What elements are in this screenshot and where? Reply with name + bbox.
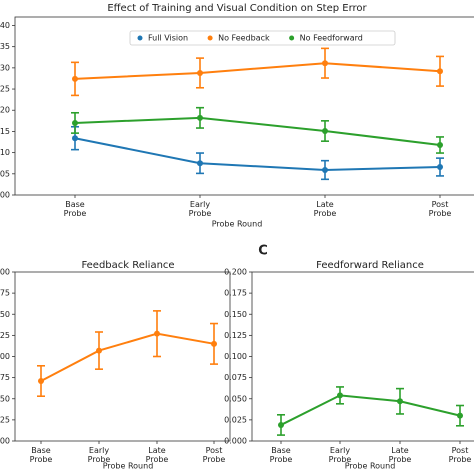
axes-frame (251, 271, 474, 442)
y-tick-label: 0.15 (0, 127, 10, 136)
x-axis-label: Probe Round (103, 462, 154, 471)
point (278, 421, 284, 428)
legend-marker (137, 35, 143, 41)
y-tick-label: 0.05 (0, 169, 10, 178)
x-tick-label: Base Probe (30, 446, 53, 464)
legend-box (129, 30, 396, 46)
x-tick-label: Late Probe (314, 200, 337, 218)
x-tick-label: Post Probe (449, 446, 472, 464)
x-tick-label: Post Probe (429, 200, 452, 218)
point (437, 164, 443, 171)
y-tick-label: 0.00 (0, 191, 10, 200)
point (322, 128, 328, 135)
y-tick-label: 0.175 (224, 289, 247, 298)
legend-label: No Feedback (218, 34, 270, 43)
y-tick-label: 0.10 (0, 148, 10, 157)
legend-marker (289, 35, 295, 41)
y-tick-label: 0.150 (0, 310, 10, 319)
axes-frame (14, 16, 474, 196)
panel-label: C (258, 244, 268, 259)
series-line (40, 332, 215, 382)
point (154, 330, 160, 337)
axes-frame (14, 271, 231, 442)
y-tick-label: 0.40 (0, 21, 10, 30)
point (72, 75, 78, 82)
y-tick-label: 0.000 (224, 437, 247, 446)
legend-label: Full Vision (148, 34, 188, 43)
plot-area (71, 47, 444, 181)
point (211, 340, 217, 347)
legend-label: No Feedforward (300, 34, 363, 43)
series-line (74, 116, 441, 146)
point (437, 141, 443, 148)
y-tick-label: 0.25 (0, 85, 10, 94)
x-tick-label: Post Probe (203, 446, 226, 464)
point (337, 392, 343, 399)
point (457, 412, 463, 419)
chart-title: Feedforward Reliance (316, 260, 424, 271)
point (197, 114, 203, 121)
point (197, 160, 203, 167)
point (397, 398, 403, 405)
x-axis-label: Probe Round (345, 462, 396, 471)
y-tick-label: 0.125 (0, 331, 10, 340)
y-tick-label: 0.200 (0, 268, 10, 277)
point (96, 347, 102, 354)
x-tick-label: Base Probe (270, 446, 293, 464)
chart-title: Effect of Training and Visual Condition … (107, 3, 367, 14)
y-tick-label: 0.175 (0, 289, 10, 298)
legend-marker (207, 35, 213, 41)
y-tick-label: 0.000 (0, 437, 10, 446)
x-tick-label: Late Probe (146, 446, 169, 464)
y-tick-label: 0.075 (0, 373, 10, 382)
x-axis-label: Probe Round (212, 220, 263, 229)
y-tick-label: 0.050 (224, 394, 247, 403)
plot-area (37, 310, 218, 398)
point (72, 119, 78, 126)
y-tick-label: 0.125 (224, 331, 247, 340)
x-tick-label: Base Probe (64, 200, 87, 218)
point (322, 60, 328, 67)
y-tick-label: 0.150 (224, 310, 247, 319)
y-tick-label: 0.050 (0, 394, 10, 403)
y-tick-label: 0.20 (0, 106, 10, 115)
series-line (280, 394, 461, 426)
x-tick-label: Early Probe (88, 446, 111, 464)
chart-title: Feedback Reliance (81, 260, 174, 271)
series-line (74, 137, 441, 171)
point (72, 135, 78, 142)
y-tick-label: 0.35 (0, 42, 10, 51)
point (38, 378, 44, 385)
y-tick-label: 0.100 (0, 352, 10, 361)
x-tick-label: Late Probe (389, 446, 412, 464)
x-tick-label: Early Probe (329, 446, 352, 464)
y-tick-label: 0.200 (224, 268, 247, 277)
y-tick-label: 0.075 (224, 373, 247, 382)
y-tick-label: 0.025 (0, 415, 10, 424)
point (437, 68, 443, 75)
y-tick-label: 0.30 (0, 63, 10, 72)
point (322, 166, 328, 173)
x-tick-label: Early Probe (189, 200, 212, 218)
point (197, 69, 203, 76)
y-tick-label: 0.025 (224, 415, 247, 424)
series-line (74, 62, 441, 80)
plot-area (277, 386, 464, 436)
y-tick-label: 0.100 (224, 352, 247, 361)
